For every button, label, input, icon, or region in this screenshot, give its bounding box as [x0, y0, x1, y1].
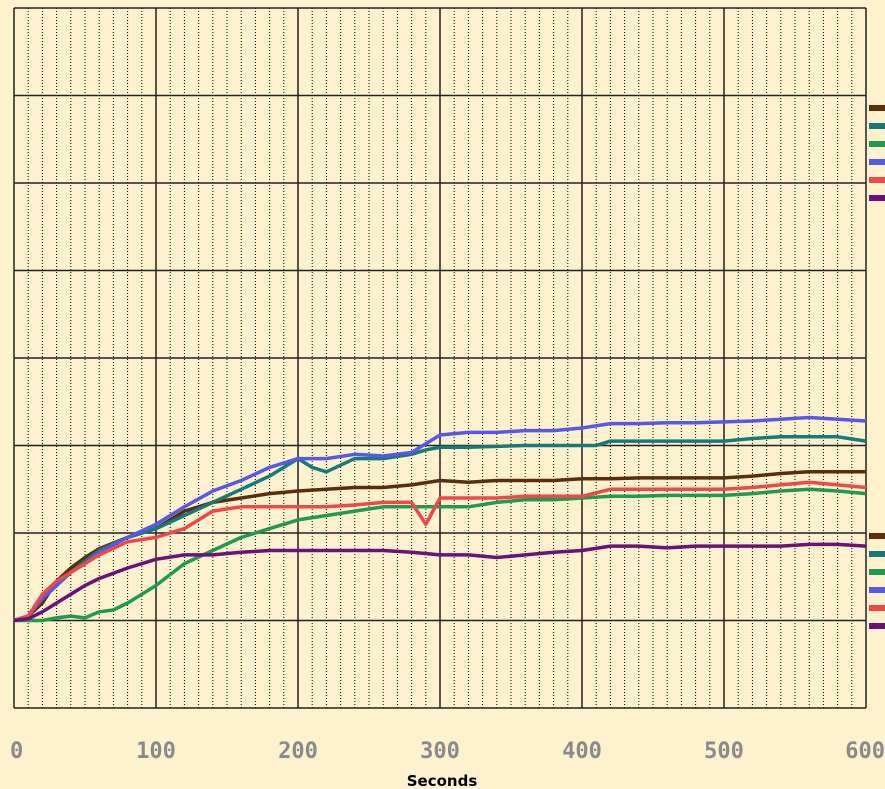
series-line-5: [13, 480, 867, 623]
series-line-1: [13, 470, 866, 623]
series-layer: [13, 415, 867, 623]
legend-swatch-2-2: [869, 551, 885, 557]
legend-swatch-2-1: [869, 533, 885, 539]
series-line-6: [13, 542, 867, 623]
x-tick-label: 200: [278, 739, 318, 764]
legend-swatch-1-6: [869, 195, 885, 201]
legend-swatch-2-4: [869, 587, 885, 593]
legend-swatch-1-3: [869, 141, 885, 147]
series-line-3: [14, 487, 867, 623]
x-tick-label: 500: [704, 739, 744, 764]
legend-swatch-2-5: [869, 605, 885, 611]
x-tick-label: 0: [10, 739, 23, 764]
x-tick-label: 400: [562, 739, 602, 764]
x-tick-label: 300: [420, 739, 460, 764]
x-tick-label: 100: [136, 739, 176, 764]
legend-swatches: [869, 105, 885, 629]
legend-swatch-2-3: [869, 569, 885, 575]
x-tick-labels: 0 100 200 300 400 500 600: [10, 739, 885, 764]
legend-swatch-2-6: [869, 623, 885, 629]
x-tick-label: 600: [845, 739, 885, 764]
legend-swatch-1-2: [869, 123, 885, 129]
legend-swatch-1-4: [869, 159, 885, 165]
legend-swatch-1-1: [869, 105, 885, 111]
legend-swatch-1-5: [869, 177, 885, 183]
x-axis-title: Seconds: [407, 772, 478, 789]
major-grid: [13, 7, 867, 709]
